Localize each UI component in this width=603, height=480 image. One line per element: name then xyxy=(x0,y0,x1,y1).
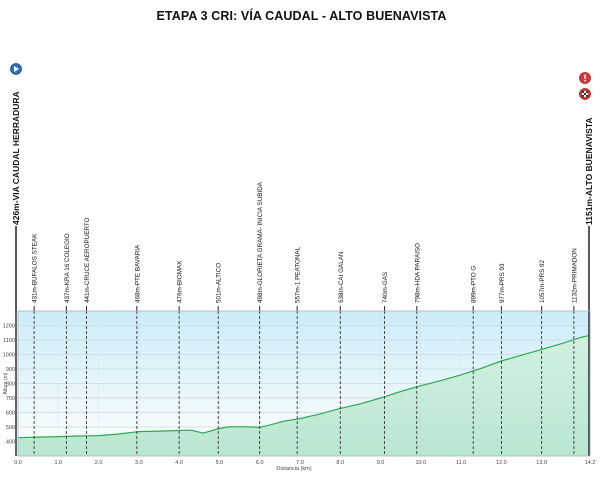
y-tick-label: 600 xyxy=(6,411,15,417)
waypoint-label: 899m-PTO G xyxy=(471,266,478,303)
y-tick-label: 1000 xyxy=(3,353,15,359)
y-tick-label: 900 xyxy=(6,367,15,373)
x-axis-label: Distancia (km) xyxy=(276,466,311,472)
icons xyxy=(10,63,591,100)
endpoint-label: 426m-VIA CAUDAL HERRADURA xyxy=(11,91,21,225)
waypoint-label: 431m-BUFALOS STEAK xyxy=(32,233,39,303)
finish-flag-icon-square xyxy=(586,91,588,93)
x-tick-label: 1.0 xyxy=(54,460,62,466)
start-play-icon-triangle xyxy=(14,66,19,72)
finish-flag-icon-square xyxy=(582,95,584,97)
waypoint-label: 557m-1 PEATONAL xyxy=(295,246,302,303)
x-tick-label: 8.0 xyxy=(336,460,344,466)
waypoint-label: 437m-KRA 16 COLEGIO xyxy=(64,233,71,303)
x-tick-label: 11.0 xyxy=(456,460,466,466)
elevation-area xyxy=(18,335,590,456)
finish-flag-icon-square xyxy=(586,95,588,97)
axes: 400 500 600 700 800 900 1000 1100 1200 0.0 1.0 2.0 3… xyxy=(3,310,596,472)
waypoint-label: 468m-PTE BAVARIA xyxy=(134,244,141,303)
waypoint-label: 977m-PRS 93 xyxy=(499,263,506,303)
y-axis-label: Altura (m) xyxy=(3,372,9,394)
x-tick-label: 10.0 xyxy=(415,460,426,466)
waypoint-label: 638m-CAI GALAN xyxy=(338,251,345,303)
x-tick-label: 3.0 xyxy=(135,460,143,466)
finish-flag-icon-square xyxy=(582,93,584,95)
waypoint-label: 441m-CRUCE AEROPUERTO xyxy=(84,217,91,303)
x-tick-label: 0.0 xyxy=(14,460,22,466)
chart-title: ETAPA 3 CRI: VÍA CAUDAL - ALTO BUENAVIST… xyxy=(156,9,447,23)
x-tick-label: 14.2 xyxy=(585,460,596,466)
x-tick-label: 6.0 xyxy=(256,460,264,466)
x-tick-label: 12.0 xyxy=(496,460,507,466)
finish-alert-icon-bar xyxy=(584,74,586,79)
x-tick-label: 9.0 xyxy=(377,460,385,466)
plot-frame xyxy=(17,310,591,457)
waypoint-label: 498m-GLORIETA GRAMA- INICIA SUBIDA xyxy=(257,181,264,303)
waypoint-label: 476m-BIOMAX xyxy=(177,260,184,303)
y-tick-label: 800 xyxy=(6,382,15,388)
waypoint-markers: 426m-VIA CAUDAL HERRADURA 431m-BUFALOS ST… xyxy=(11,91,594,456)
y-tick-label: 700 xyxy=(6,396,15,402)
finish-flag-icon-square xyxy=(584,93,586,95)
y-tick-label: 1100 xyxy=(3,338,15,344)
finish-flag-icon-square xyxy=(584,95,586,97)
y-tick-label: 1200 xyxy=(3,324,15,330)
waypoint-label: 798m-HDA PARAISO xyxy=(414,243,421,303)
y-tick-label: 500 xyxy=(6,425,15,431)
y-tick-label: 400 xyxy=(6,440,15,446)
finish-flag-icon-square xyxy=(584,91,586,93)
x-tick-label: 7.0 xyxy=(296,460,304,466)
waypoint-label: 740m-GAS xyxy=(382,272,389,303)
waypoint-label: 501m-ALTICO xyxy=(216,263,223,303)
waypoint-label: 1132m-PRIMADON xyxy=(571,248,578,303)
x-tick-label: 5.0 xyxy=(216,460,224,466)
finish-flag-icon xyxy=(579,88,591,100)
elevation-line xyxy=(17,334,591,439)
waypoint-label: 1057m-PRS 92 xyxy=(539,259,546,303)
x-tick-label: 2.0 xyxy=(95,460,103,466)
x-tick-label: 4.0 xyxy=(175,460,183,466)
x-tick-label: 13.0 xyxy=(536,460,547,466)
finish-flag-icon-square xyxy=(586,93,588,95)
finish-alert-icon xyxy=(579,72,591,84)
finish-alert-icon-dot xyxy=(584,80,586,82)
start-play-icon xyxy=(10,63,22,75)
endpoint-label: 1151m-ALTO BUENAVISTA xyxy=(584,117,594,225)
finish-flag-icon-square xyxy=(582,91,584,93)
